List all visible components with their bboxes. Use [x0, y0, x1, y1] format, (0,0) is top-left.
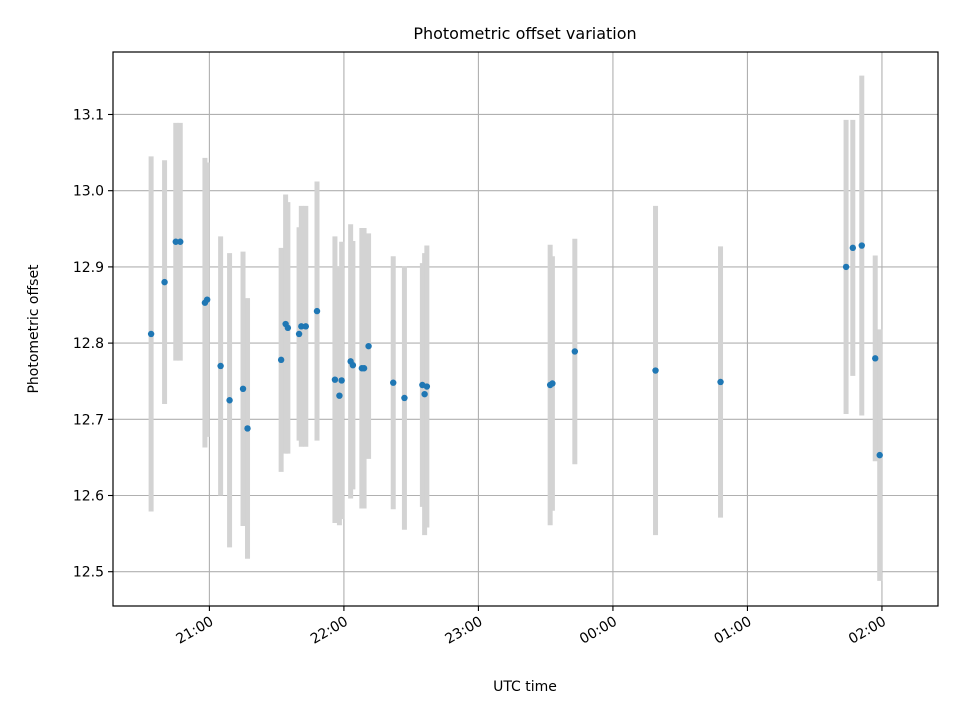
data-point [177, 238, 184, 245]
data-point [349, 361, 357, 369]
y-axis: 12.5 12.6 12.7 12.8 12.9 13.0 13.1 [73, 107, 113, 581]
data-point [244, 425, 251, 432]
data-point [421, 390, 428, 398]
y-tick-label: 12.8 [73, 336, 104, 352]
data-point [849, 244, 857, 252]
data-point [338, 377, 345, 384]
data-point [147, 330, 155, 338]
data-point [217, 362, 224, 370]
data-point [284, 324, 292, 332]
y-tick-label: 12.6 [73, 489, 104, 505]
data-point [239, 385, 247, 393]
y-tick-label: 12.9 [73, 260, 104, 276]
data-point [872, 355, 879, 362]
data-point [161, 278, 168, 286]
data-point [842, 263, 850, 271]
data-point [226, 397, 233, 404]
data-point [423, 383, 431, 390]
data-point [331, 376, 339, 383]
y-tick-label: 13.0 [73, 184, 104, 200]
data-point [277, 356, 285, 364]
data-point [313, 307, 321, 315]
grid [113, 52, 938, 606]
data-point [652, 367, 659, 374]
data-points [147, 238, 883, 459]
data-point [336, 392, 343, 399]
axes-frame [112, 51, 939, 607]
data-point [302, 323, 309, 330]
data-point [295, 330, 303, 338]
y-axis-label: Photometric offset [26, 264, 42, 394]
y-tick-label: 12.5 [73, 565, 104, 581]
chart-title: Photometric offset variation [413, 24, 636, 43]
data-point [549, 380, 556, 387]
plot-area [113, 52, 938, 606]
data-point [365, 342, 372, 350]
data-point [401, 394, 408, 402]
data-point [717, 378, 724, 386]
y-tick-label: 13.1 [73, 107, 104, 123]
y-tick-label: 12.7 [73, 412, 104, 428]
x-axis-label: UTC time [493, 679, 557, 695]
data-point [390, 379, 397, 386]
data-point [298, 323, 305, 330]
data-point [360, 365, 368, 372]
data-point [203, 296, 211, 303]
data-point [876, 451, 883, 459]
data-point [172, 238, 179, 245]
data-point [571, 348, 579, 355]
data-point [858, 242, 865, 249]
